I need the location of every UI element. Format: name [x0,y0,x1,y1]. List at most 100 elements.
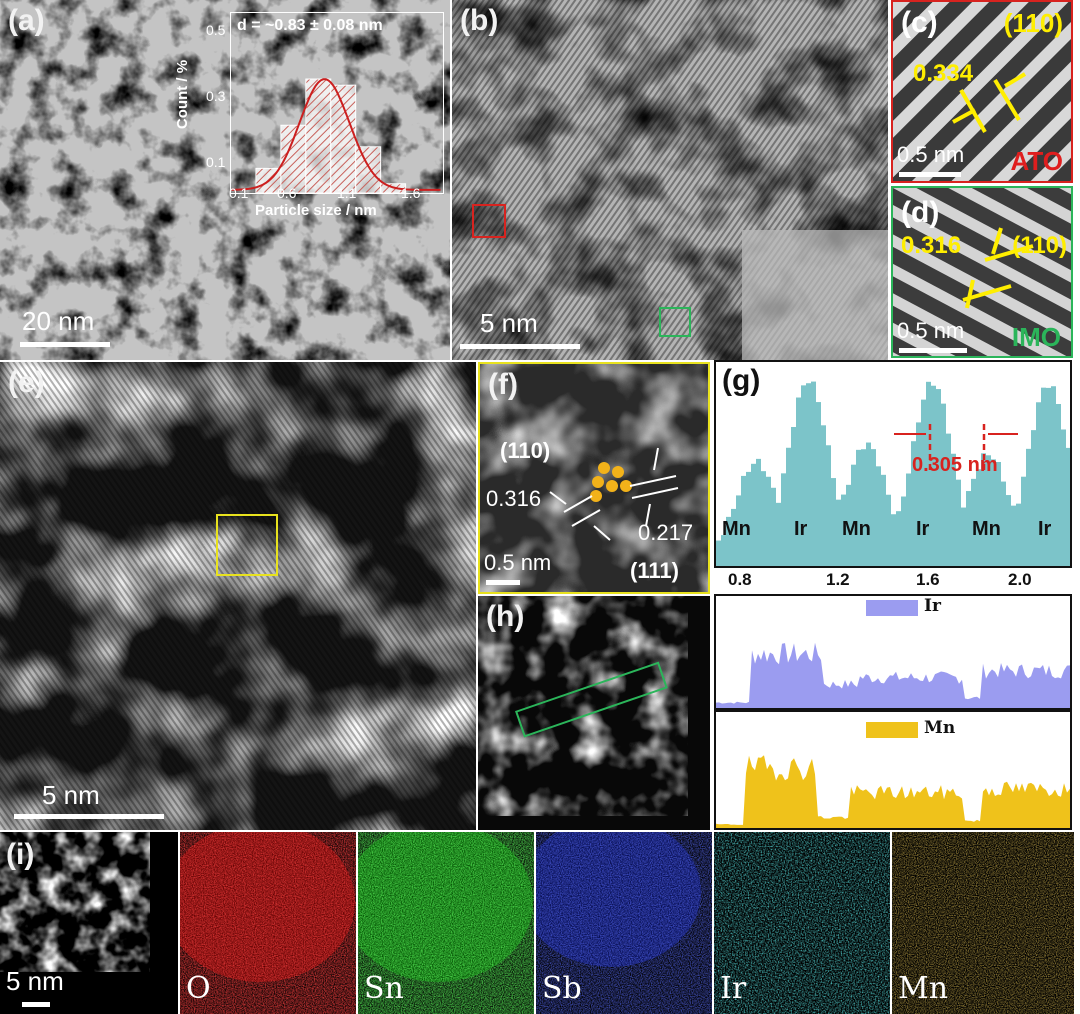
panel-label-g: (g) [722,364,761,397]
profile-bar [1056,403,1061,566]
plane-label-d: (110) [1012,232,1067,259]
panel-label-f: (f) [488,368,518,401]
roi-box-yellow [216,514,278,576]
profile-bar [941,403,946,566]
d-spacing-f1: 0.316 [486,486,542,511]
profile-xtick-2: 1.2 [826,570,850,589]
profile-bar [856,449,861,566]
fft-image-d [893,188,1071,356]
spacing-annotation: 0.305 nm [912,454,998,476]
panel-b: (b) 5 nm [452,0,888,360]
gaussian-fit-curve [231,78,441,191]
profile-bar [976,469,981,566]
profile-bar [1006,495,1011,566]
haadf-image-i [0,832,150,972]
map-label-o: O [186,971,211,1006]
profile-bar [1051,386,1056,566]
profile-bar [886,494,891,566]
histogram-title: d = ~0.83 ± 0.08 nm [237,17,383,34]
profile-bar [881,474,886,566]
scale-bar-a [20,342,110,347]
profile-xtick-1: 0.8 [728,570,752,589]
material-label-d: IMO [1011,322,1061,352]
map-label-ir: Ir [720,971,747,1006]
size-histogram-inset: d = ~0.83 ± 0.08 nm 0.1 0.6 1.1 1.6 [229,12,444,201]
profile-bar [756,458,761,566]
sb-map-image [536,832,712,1014]
scale-text-i: 5 nm [6,966,64,996]
scale-bar-b [460,344,580,349]
profile-bar [761,471,766,566]
profile-bar [826,445,831,566]
profile-bar [951,453,956,566]
histogram-xlabel: Particle size / nm [255,202,377,219]
panel-label-a: (a) [8,4,45,37]
profile-bar [851,464,856,566]
scale-text-c: 0.5 nm [897,142,965,167]
scale-bar-e [14,814,164,819]
profile-bar [766,476,771,566]
profile-bar [871,449,876,566]
map-label-sb: Sb [542,971,582,1006]
profile-bar [781,473,786,566]
profile-bar [811,381,816,566]
profile-bar [961,507,966,566]
profile-bar [911,441,916,566]
atom-label-5: Mn [972,518,1001,540]
o-map-image [180,832,356,1014]
panel-a: (a) 20 nm d = ~0.83 ± 0.08 nm 0.1 0.6 1.… [0,0,450,360]
eds-map-sb: Sb [536,832,712,1014]
scale-text-b: 5 nm [480,308,538,338]
profile-bar [736,495,741,566]
hrtem-image-b [452,0,888,360]
profile-bar [751,463,756,566]
scale-text-a: 20 nm [22,306,95,336]
profile-bar [1021,476,1026,566]
profile-bar [906,473,911,566]
eds-map-sn: Sn [358,832,534,1014]
profile-bar [861,449,866,566]
profile-bar [986,455,991,566]
panel-i-haadf: (i) 5 nm [0,832,178,1014]
profile-bar [971,478,976,566]
scale-bar-c [899,172,961,177]
panel-e: (e) 5 nm [0,362,476,830]
d-spacing-f2: 0.217 [638,520,694,545]
haadf-image-h [478,596,710,830]
panel-label-b: (b) [460,4,499,37]
histogram-bar [330,84,357,194]
scale-text-e: 5 nm [42,780,100,810]
haadf-image-e [0,362,476,830]
scale-text-d: 0.5 nm [897,318,965,343]
panel-label-d: (d) [901,196,940,229]
profile-bar [966,491,971,566]
profile-bar [956,479,961,566]
profile-bar [791,427,796,566]
profile-bar [926,381,931,566]
profile-bar [1016,503,1021,566]
eds-ir-box: Ir [714,594,1072,710]
mn-svg-area [716,755,1070,828]
fft-image-c [893,2,1071,181]
profile-bar [996,461,1001,566]
plane-label-f1: (110) [500,438,551,463]
profile-bar [931,385,936,566]
profile-bar [1001,481,1006,566]
profile-bar [866,442,871,566]
histogram-xtick-4: 1.6 [401,185,421,201]
scale-bar-i [22,1002,50,1007]
profile-bar [726,516,731,566]
ir-legend-swatch [866,600,918,616]
profile-bar [1036,402,1041,566]
histogram-ylabel: Count / % [174,59,192,130]
panel-c: (c) (110) 0.334 0.5 nm ATO [891,0,1073,183]
profile-bar [771,487,776,566]
eds-mn-box: Mn [714,710,1072,830]
plane-label-c: (110) [1003,8,1063,38]
panel-label-h: (h) [486,600,525,633]
ir-svg-area [716,642,1070,708]
profile-bar [1031,430,1036,566]
scale-text-f: 0.5 nm [484,550,552,575]
ir-eds-profile [716,642,1070,708]
histogram-ytick-3: 0.1 [206,154,226,170]
